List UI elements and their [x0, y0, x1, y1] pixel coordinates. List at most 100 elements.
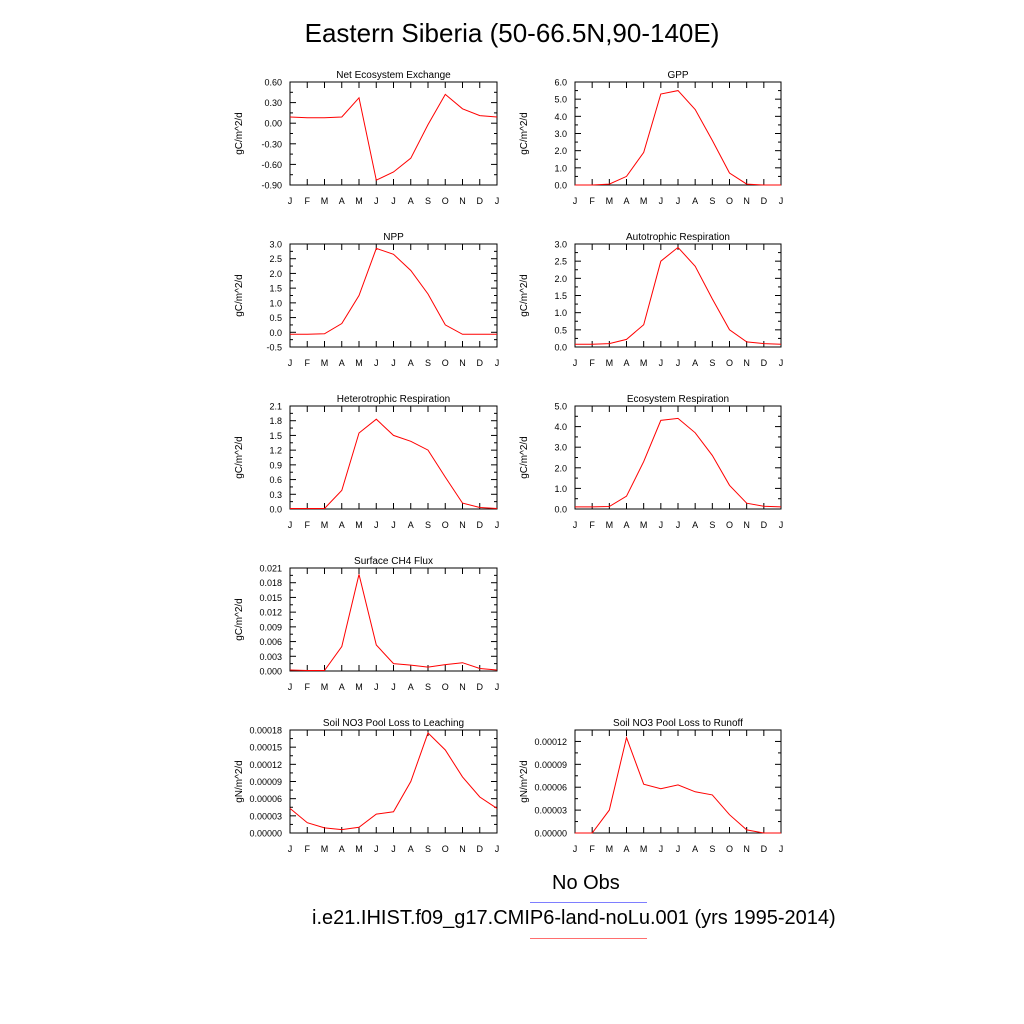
x-tick-label: J — [659, 520, 664, 530]
y-tick-label: 4.0 — [554, 112, 567, 122]
y-tick-label: 2.0 — [554, 274, 567, 284]
plot-frame — [289, 567, 498, 672]
chart-panel-8: Soil NO3 Pool Loss to Leaching gN/m^2/d 0.… — [234, 718, 499, 854]
x-tick-label: F — [589, 358, 595, 368]
panel-title: Soil NO3 Pool Loss to Runoff — [613, 718, 743, 729]
x-tick-label: F — [589, 520, 595, 530]
y-axis-label: gC/m^2/d — [234, 112, 245, 155]
x-tick-label: J — [391, 682, 396, 692]
x-tick-label: O — [442, 844, 449, 854]
x-tick-label: D — [477, 520, 484, 530]
y-tick-label: 0.021 — [259, 564, 282, 574]
chart-panel-4: Autotrophic Respiration gC/m^2/d 3.0 2.5 2.0… — [519, 232, 783, 368]
panel-title: Surface CH4 Flux — [354, 556, 433, 567]
x-tick-label: A — [692, 520, 698, 530]
y-tick-label: 0.00009 — [534, 760, 567, 770]
chart-panel-6: Ecosystem Respiration gC/m^2/d 5.0 4.0 3.0 2.… — [519, 394, 783, 530]
y-tick-label: 0.00 — [264, 119, 282, 129]
y-tick-label: 3.0 — [554, 443, 567, 453]
x-tick-label: S — [425, 844, 431, 854]
x-tick-label: J — [573, 196, 578, 206]
plot-frame — [289, 243, 498, 348]
x-tick-label: N — [743, 196, 750, 206]
x-tick-label: A — [623, 520, 629, 530]
y-tick-label: 5.0 — [554, 402, 567, 412]
y-tick-label: -0.5 — [266, 343, 282, 353]
x-tick-label: N — [743, 358, 750, 368]
y-axis-label: gC/m^2/d — [234, 274, 245, 317]
x-tick-label: J — [374, 358, 379, 368]
x-tick-label: A — [339, 844, 345, 854]
y-tick-label: 0.003 — [259, 652, 282, 662]
x-tick-label: M — [321, 844, 329, 854]
panel-title: Autotrophic Respiration — [626, 232, 730, 243]
x-tick-label: O — [442, 358, 449, 368]
x-tick-label: A — [339, 682, 345, 692]
x-tick-label: A — [408, 844, 414, 854]
x-tick-label: N — [743, 520, 750, 530]
x-tick-label: M — [355, 844, 363, 854]
x-tick-label: J — [779, 196, 784, 206]
y-tick-label: 0.00000 — [249, 829, 282, 839]
y-tick-label: 1.2 — [269, 446, 282, 456]
x-tick-label: M — [355, 682, 363, 692]
panel-title: GPP — [667, 70, 688, 81]
y-axis-label: gC/m^2/d — [234, 436, 245, 479]
x-tick-label: J — [391, 520, 396, 530]
plot-frame — [289, 81, 498, 186]
x-tick-label: J — [374, 520, 379, 530]
x-tick-label: S — [709, 196, 715, 206]
x-tick-label: S — [425, 520, 431, 530]
y-tick-label: 2.0 — [554, 463, 567, 473]
x-tick-label: J — [391, 196, 396, 206]
x-tick-label: M — [321, 682, 329, 692]
x-tick-label: M — [640, 358, 648, 368]
y-tick-label: 0.0 — [554, 505, 567, 515]
chart-panel-9: Soil NO3 Pool Loss to Runoff gN/m^2/d 0.00… — [519, 718, 783, 854]
legend-obs-label: No Obs — [552, 872, 620, 894]
x-tick-label: J — [573, 844, 578, 854]
x-tick-label: A — [339, 520, 345, 530]
panel-title: Heterotrophic Respiration — [337, 394, 450, 405]
plot-frame — [574, 243, 782, 348]
x-tick-label: S — [425, 358, 431, 368]
y-tick-label: 0.00012 — [249, 760, 282, 770]
x-tick-label: F — [589, 844, 595, 854]
plot-frame — [574, 729, 782, 834]
x-tick-label: N — [743, 844, 750, 854]
y-tick-label: 2.0 — [269, 269, 282, 279]
y-axis-label: gC/m^2/d — [519, 436, 530, 479]
y-tick-label: 5.0 — [554, 95, 567, 105]
x-tick-label: J — [676, 844, 681, 854]
x-tick-label: F — [305, 358, 311, 368]
x-tick-label: M — [606, 196, 614, 206]
y-tick-label: 0.00000 — [534, 829, 567, 839]
series-line — [289, 574, 498, 671]
series-line — [289, 93, 498, 181]
x-tick-label: M — [355, 520, 363, 530]
y-tick-label: -0.60 — [261, 160, 282, 170]
series-line — [575, 735, 781, 834]
x-tick-label: J — [391, 844, 396, 854]
x-tick-label: A — [339, 196, 345, 206]
x-tick-label: D — [761, 520, 768, 530]
series-line — [575, 417, 782, 508]
y-tick-label: 1.0 — [269, 298, 282, 308]
x-tick-label: M — [640, 520, 648, 530]
y-tick-label: 0.5 — [554, 325, 567, 335]
y-tick-label: 0.009 — [259, 622, 282, 632]
x-tick-label: A — [692, 358, 698, 368]
y-tick-label: 0.015 — [259, 593, 282, 603]
x-tick-label: M — [321, 520, 329, 530]
x-tick-label: J — [495, 682, 500, 692]
x-tick-label: D — [761, 196, 768, 206]
x-tick-label: S — [425, 196, 431, 206]
x-tick-label: M — [355, 196, 363, 206]
y-tick-label: 2.5 — [269, 254, 282, 264]
series-line — [575, 246, 782, 345]
y-tick-label: 0.6 — [269, 475, 282, 485]
y-tick-label: 0.00003 — [249, 811, 282, 821]
series-line — [289, 731, 498, 831]
